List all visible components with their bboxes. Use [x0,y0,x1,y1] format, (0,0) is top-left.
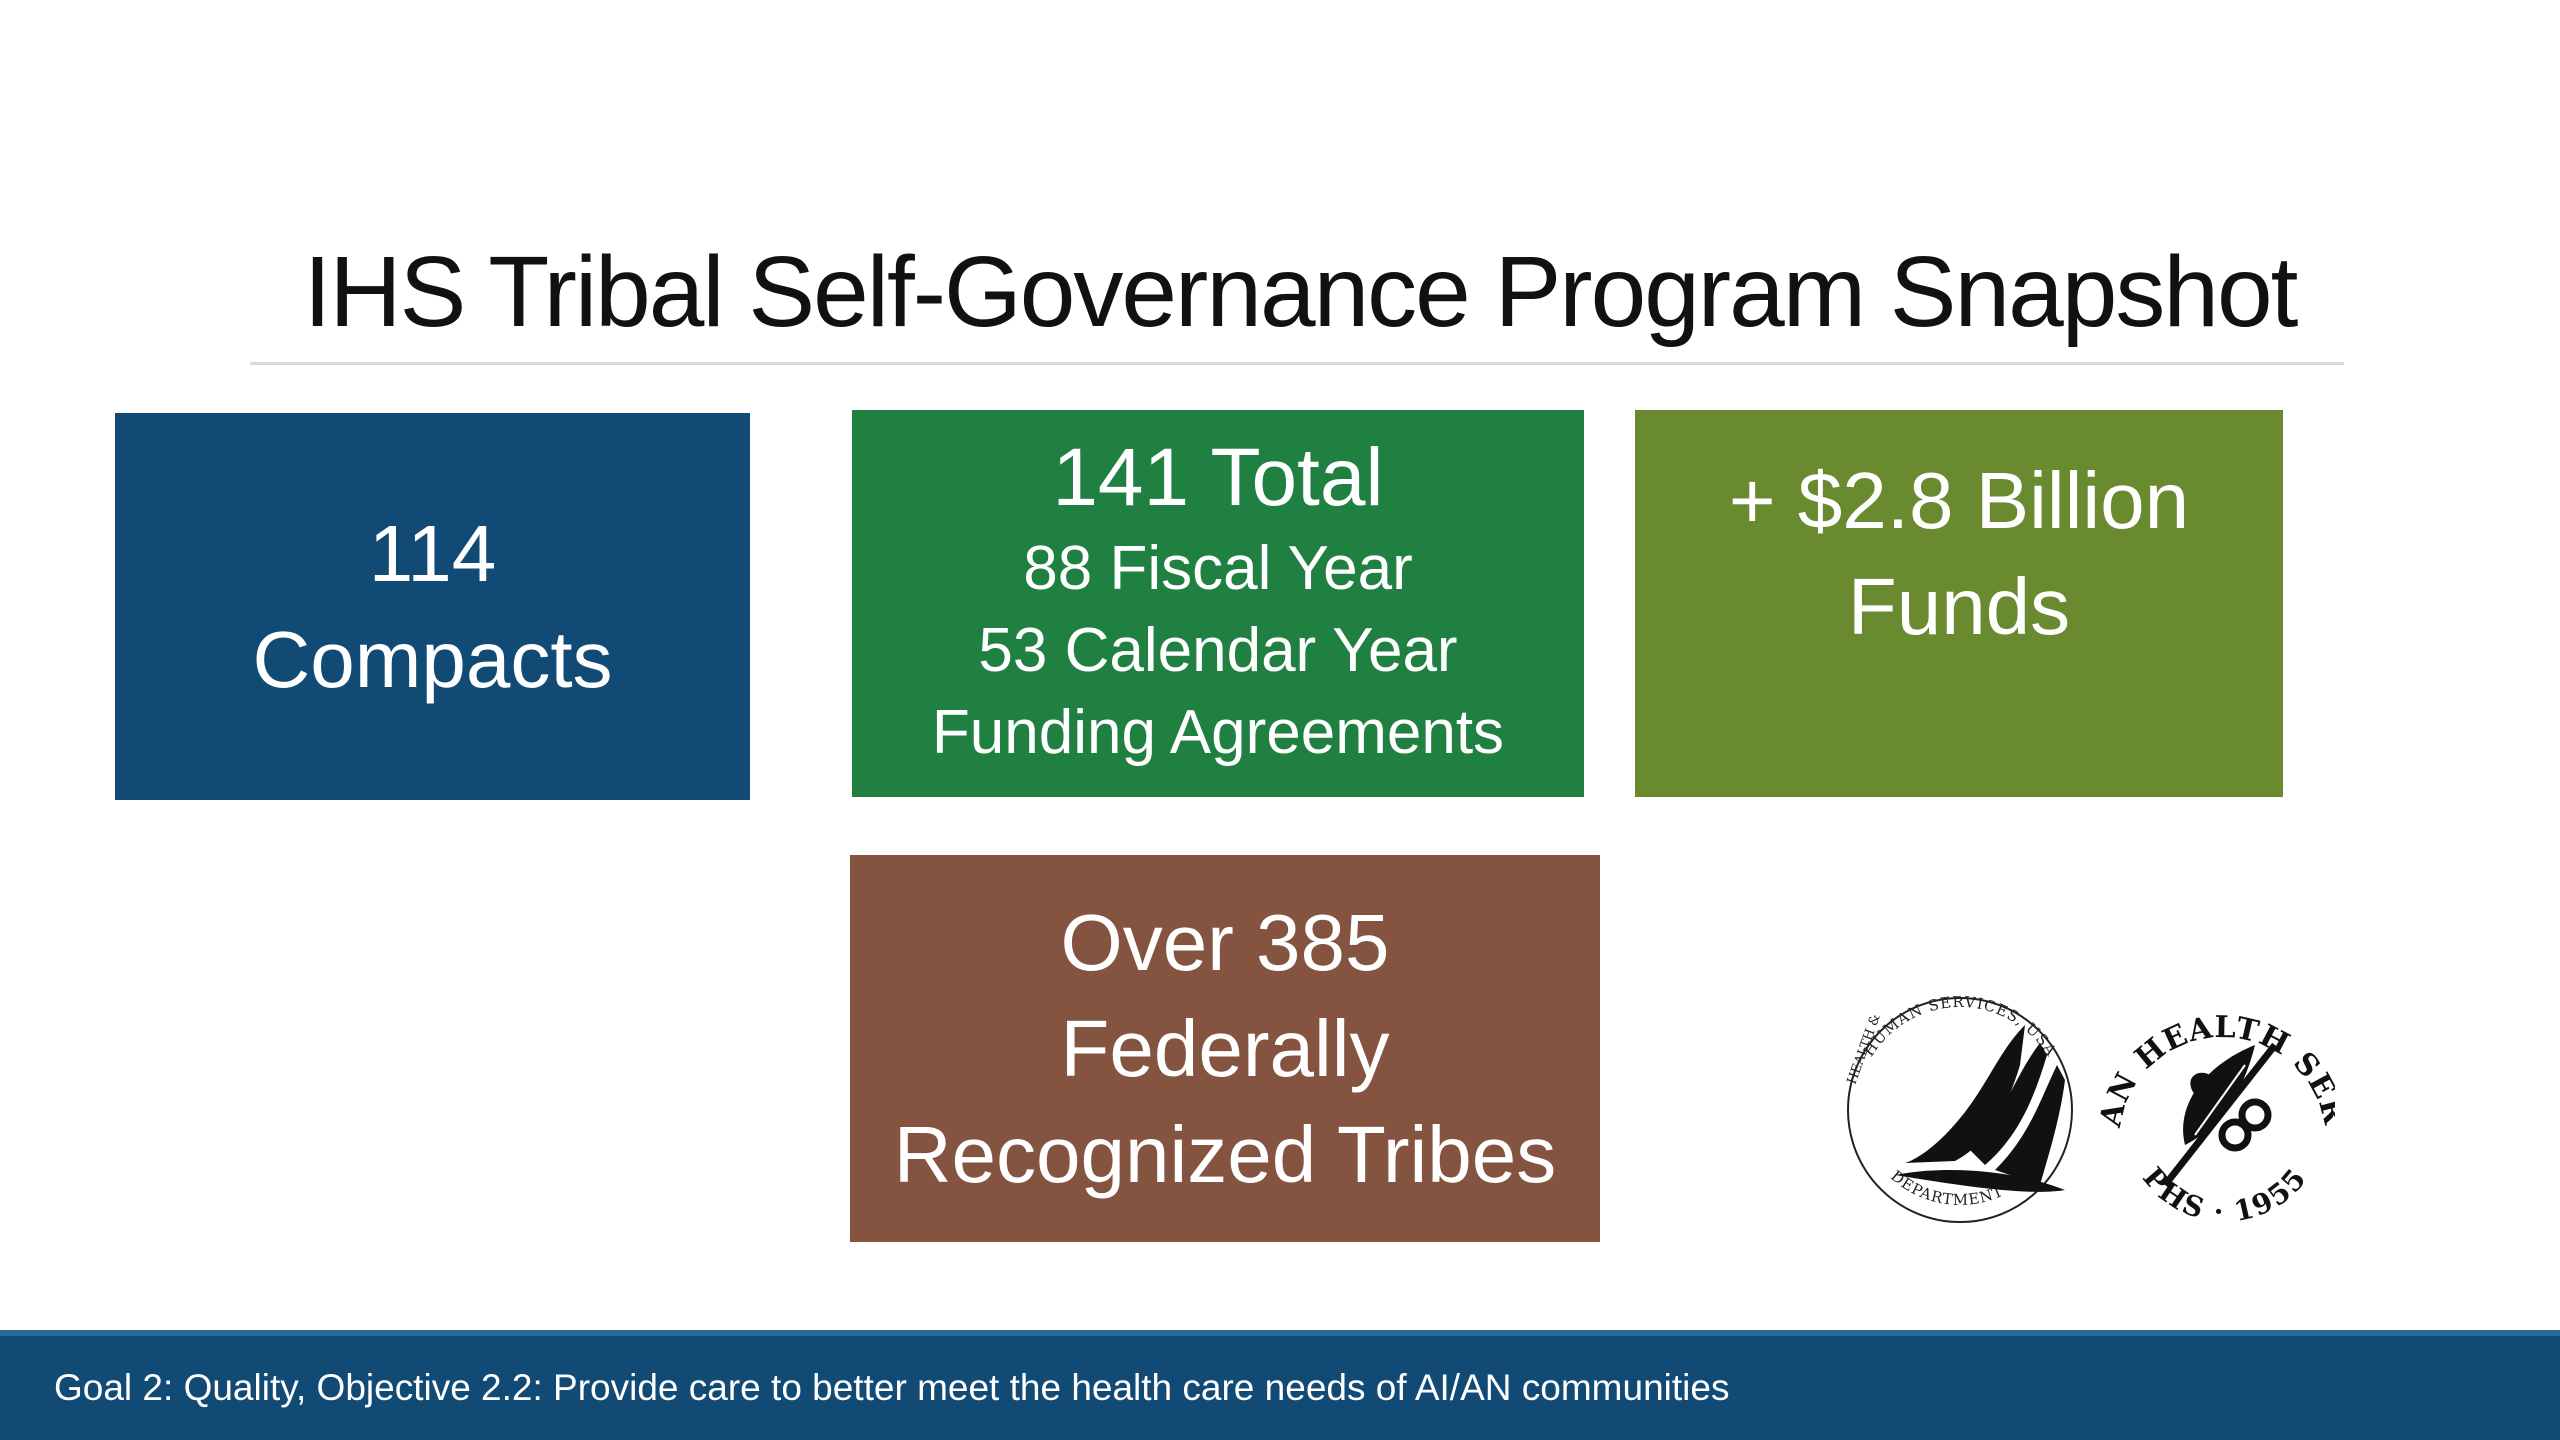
footer-bar: Goal 2: Quality, Objective 2.2: Provide … [0,1330,2560,1440]
tribes-label-1: Federally [1060,1003,1390,1093]
funds-label: Funds [1847,562,2071,651]
hhs-seal-text-top: HUMAN SERVICES, USA [1860,993,2060,1060]
tribes-label-2: Recognized Tribes [893,1109,1557,1199]
compacts-label: Compacts [252,614,613,704]
slide-title: IHS Tribal Self-Governance Program Snaps… [303,236,2299,348]
compacts-box: 114 Compacts [115,413,750,800]
svg-text:PHS · 1955: PHS · 1955 [2136,1161,2313,1229]
funding-agreements-box: 141 Total 88 Fiscal Year 53 Calendar Yea… [852,410,1584,797]
tribes-box: Over 385 Federally Recognized Tribes [850,855,1600,1242]
funds-box: + $2.8 Billion Funds [1635,410,2283,797]
tribes-count: Over 385 [1060,897,1390,987]
ihs-seal-text-bottom: PHS · 1955 [2136,1161,2311,1229]
funds-amount: + $2.8 Billion [1728,456,2190,545]
compacts-count: 114 [368,508,497,598]
footer-goal-text: Goal 2: Quality, Objective 2.2: Provide … [54,1367,1730,1408]
agency-logos: HUMAN SERVICES, USA DEPARTMENT OF HEALTH… [1835,985,2335,1229]
hhs-seal-icon: HUMAN SERVICES, USA DEPARTMENT OF HEALTH… [1845,993,2073,1223]
title-divider [250,362,2344,365]
svg-text:HUMAN SERVICES, USA: HUMAN SERVICES, USA [1860,993,2061,1060]
agreements-label: Funding Agreements [931,698,1505,767]
agreements-total: 141 Total [1052,432,1384,523]
agreements-calendar-year: 53 Calendar Year [978,616,1458,685]
agreements-fiscal-year: 88 Fiscal Year [1023,534,1413,603]
